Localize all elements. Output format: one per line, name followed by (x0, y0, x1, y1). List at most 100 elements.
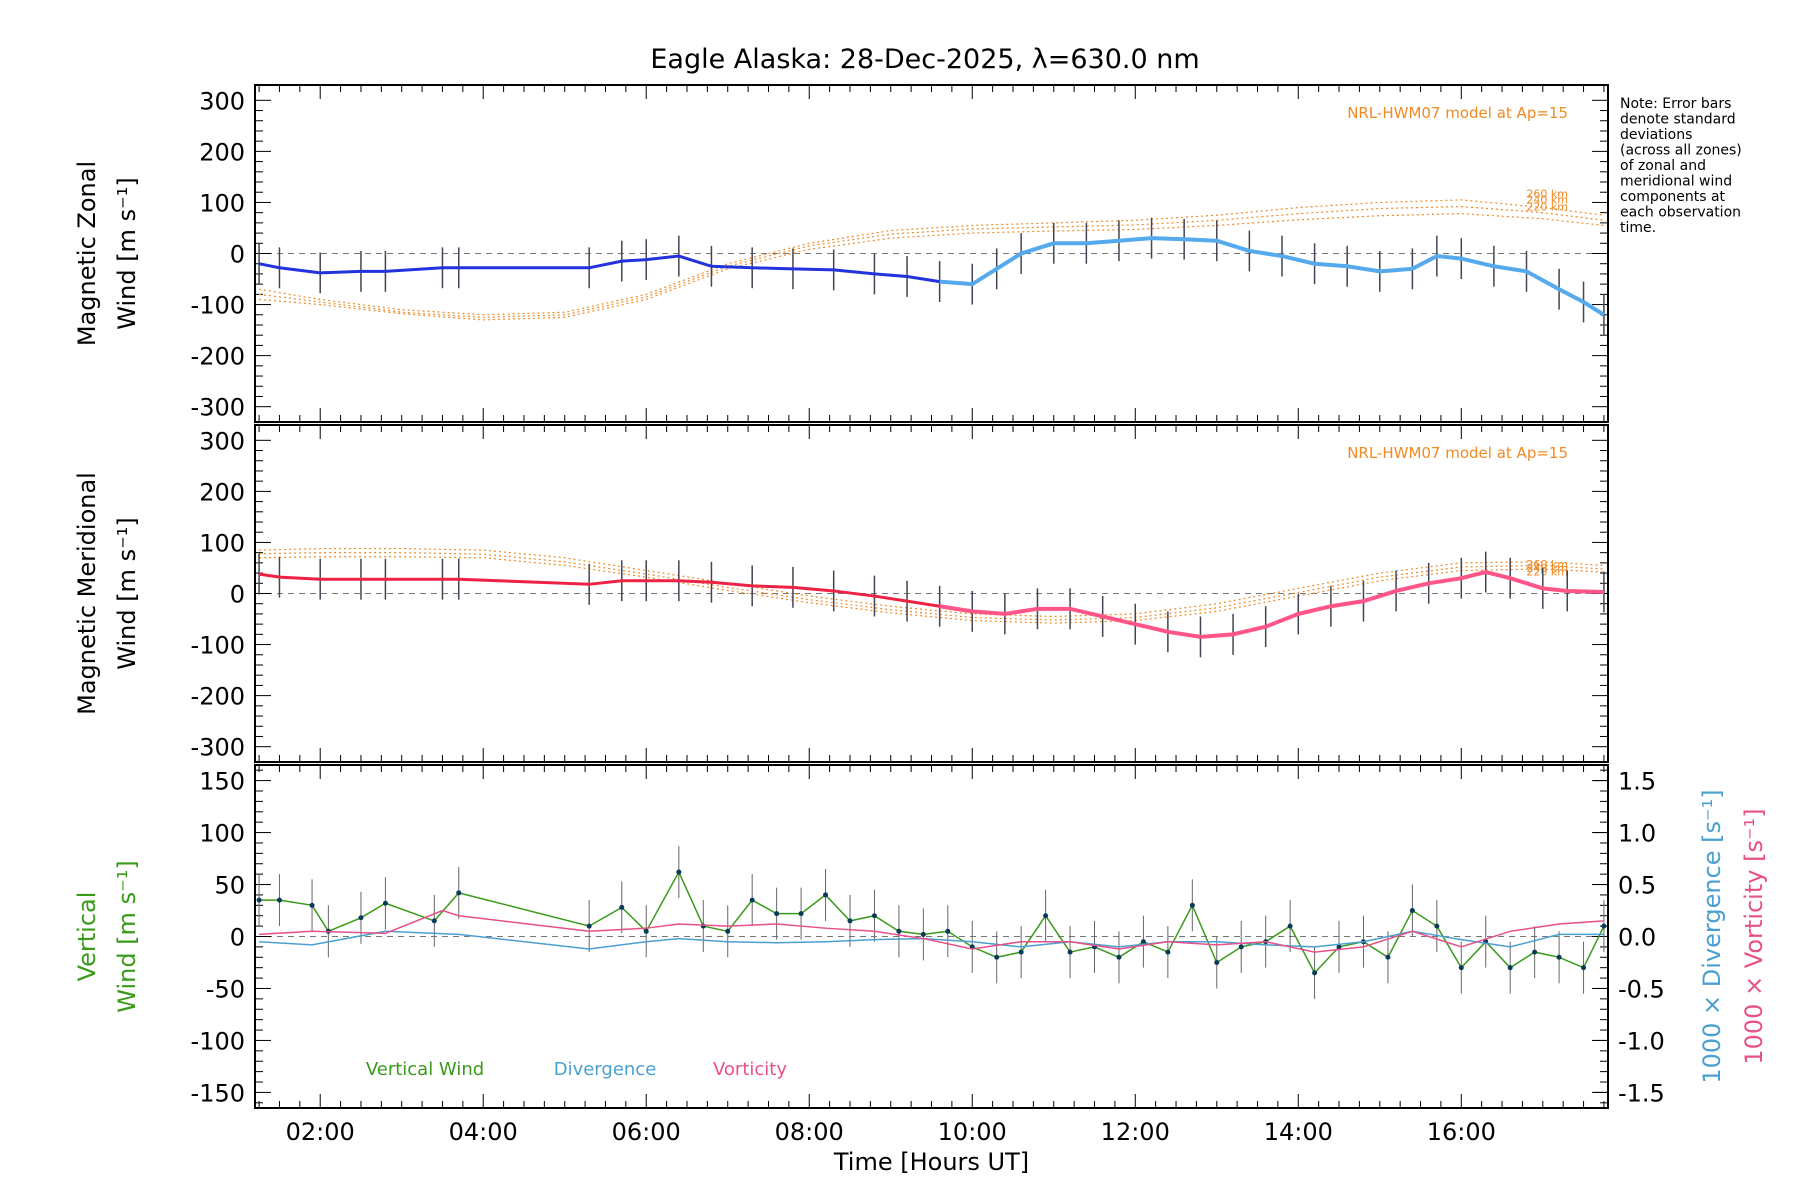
y-tick-label: -150 (191, 1079, 245, 1107)
vertical-wind-point (823, 892, 829, 898)
x-tick-label: 02:00 (286, 1118, 355, 1146)
vertical-wind-point (1336, 944, 1342, 950)
y-tick-label: 200 (199, 478, 245, 506)
note-line: denote standard (1620, 112, 1736, 128)
vertical-wind-point (309, 902, 315, 908)
vertical-wind-point (1043, 913, 1049, 919)
vertical-wind-point (1385, 954, 1391, 960)
vertical-wind-point (1214, 959, 1220, 965)
x-axis-label: Time [Hours UT] (833, 1148, 1029, 1176)
legend-item: Divergence (554, 1059, 657, 1080)
x-tick-label: 12:00 (1101, 1118, 1170, 1146)
legend-item: Vorticity (713, 1059, 787, 1080)
vertical-wind-point (358, 915, 364, 921)
legend-item: Vertical Wind (366, 1059, 484, 1080)
model-line-260km (259, 547, 1604, 618)
y-tick-label: 0 (230, 241, 245, 269)
y2-tick-label: -1.5 (1618, 1079, 1665, 1107)
y-tick-label: -50 (206, 975, 245, 1003)
wind-line (258, 236, 1605, 317)
y-axis-label-units: Wind [m s⁻¹] (113, 517, 141, 669)
note-line: components at (1620, 189, 1726, 205)
vertical-wind-point (1067, 949, 1073, 955)
model-altitude-label: 220 km (1526, 201, 1568, 214)
vertical-wind-point (1165, 949, 1171, 955)
y2-tick-label: 0.5 (1618, 872, 1656, 900)
vertical-wind-point (1532, 949, 1538, 955)
model-label: NRL-HWM07 model at Ap=15 (1347, 104, 1568, 122)
y-tick-label: -100 (191, 1027, 245, 1055)
vertical-wind-point (456, 890, 462, 896)
y-tick-label: 200 (199, 138, 245, 166)
model-altitude-label: 260 km (1526, 558, 1568, 571)
y-axis-label: Vertical (73, 892, 101, 982)
y2-tick-label: 1.0 (1618, 820, 1656, 848)
wind-line-dense (939, 236, 1605, 317)
model-altitude-label: 260 km (1526, 187, 1568, 200)
note-line: deviations (1620, 127, 1692, 143)
vertical-wind-point (774, 911, 780, 917)
panel-3: 150 100 50 0 -50 -100 -150 Vertical Wind [m s⁻¹]… (73, 764, 1768, 1176)
note-line: (across all zones) (1620, 143, 1742, 159)
y-tick-label: 0 (230, 924, 245, 952)
x-tick-label: 06:00 (612, 1118, 681, 1146)
note-line: time. (1620, 220, 1656, 236)
y-axis-label-units: Wind [m s⁻¹] (113, 860, 141, 1012)
vertical-wind-point (847, 918, 853, 924)
y2-axis-label-vorticity: 1000 × Vorticity [s⁻¹] (1740, 808, 1768, 1064)
panel-2: 300 200 100 0 -100 -200 -300 Magnetic Meridiona… (73, 424, 1609, 763)
vertical-wind-point (276, 897, 282, 903)
wind-line (258, 570, 1604, 639)
model-altitude-label: 220 km (1526, 566, 1568, 579)
y-tick-label: 100 (199, 529, 245, 557)
vertical-wind-point (643, 928, 649, 934)
model-line-260km (258, 199, 1604, 316)
y2-tick-label: 1.5 (1618, 768, 1656, 796)
note-line: each observation (1620, 205, 1741, 221)
vertical-wind-point (1140, 939, 1146, 945)
model-line-220km (259, 213, 1604, 321)
model-line-240km (259, 552, 1604, 621)
note-line: of zonal and (1620, 158, 1706, 174)
model-line-220km (259, 556, 1604, 624)
vertical-wind-point (1601, 923, 1607, 929)
panel-1: 300 200 100 0 -100 -200 -300 Magnetic Zonal Wind… (73, 84, 1609, 423)
y-axis-label: Magnetic Zonal (73, 161, 101, 346)
x-tick-label: 16:00 (1427, 1118, 1496, 1146)
y-tick-label: -100 (191, 292, 245, 320)
vertical-wind-point (1556, 954, 1562, 960)
vertical-wind-point (798, 911, 804, 917)
y-tick-label: 100 (199, 189, 245, 217)
y-tick-label: 300 (199, 87, 245, 115)
vertical-wind-point (1238, 944, 1244, 950)
vertical-wind-point (725, 928, 731, 934)
series-line-vertical-wind (259, 870, 1605, 975)
series-line-vorticity (259, 909, 1604, 953)
vertical-wind-point (1018, 949, 1024, 955)
vertical-wind-point (994, 954, 1000, 960)
vertical-wind-point (382, 900, 388, 906)
vertical-wind-point (871, 913, 877, 919)
model-altitude-label: 240 km (1526, 194, 1568, 207)
y-tick-label: -300 (191, 734, 245, 762)
y-tick-label: -300 (191, 394, 245, 422)
vertical-wind-point (1581, 965, 1587, 971)
vertical-wind-point (1312, 970, 1318, 976)
vertical-wind-point (1287, 923, 1293, 929)
y-tick-label: 0 (230, 581, 245, 609)
vertical-wind-point (431, 918, 437, 924)
y-tick-label: 50 (214, 872, 245, 900)
y2-tick-label: -0.5 (1618, 975, 1665, 1003)
series-line-divergence (259, 930, 1604, 950)
vertical-wind-point (1507, 965, 1513, 971)
wind-line-dense (939, 569, 1604, 639)
y2-tick-label: 0.0 (1618, 924, 1656, 952)
vertical-wind-point (920, 931, 926, 937)
y-tick-label: 150 (199, 768, 245, 796)
vertical-wind-point (676, 869, 682, 875)
vertical-wind-point (1458, 965, 1464, 971)
note-line: meridional wind (1620, 174, 1732, 190)
note-line: Note: Error bars (1620, 96, 1731, 112)
x-tick-label: 10:00 (938, 1118, 1007, 1146)
